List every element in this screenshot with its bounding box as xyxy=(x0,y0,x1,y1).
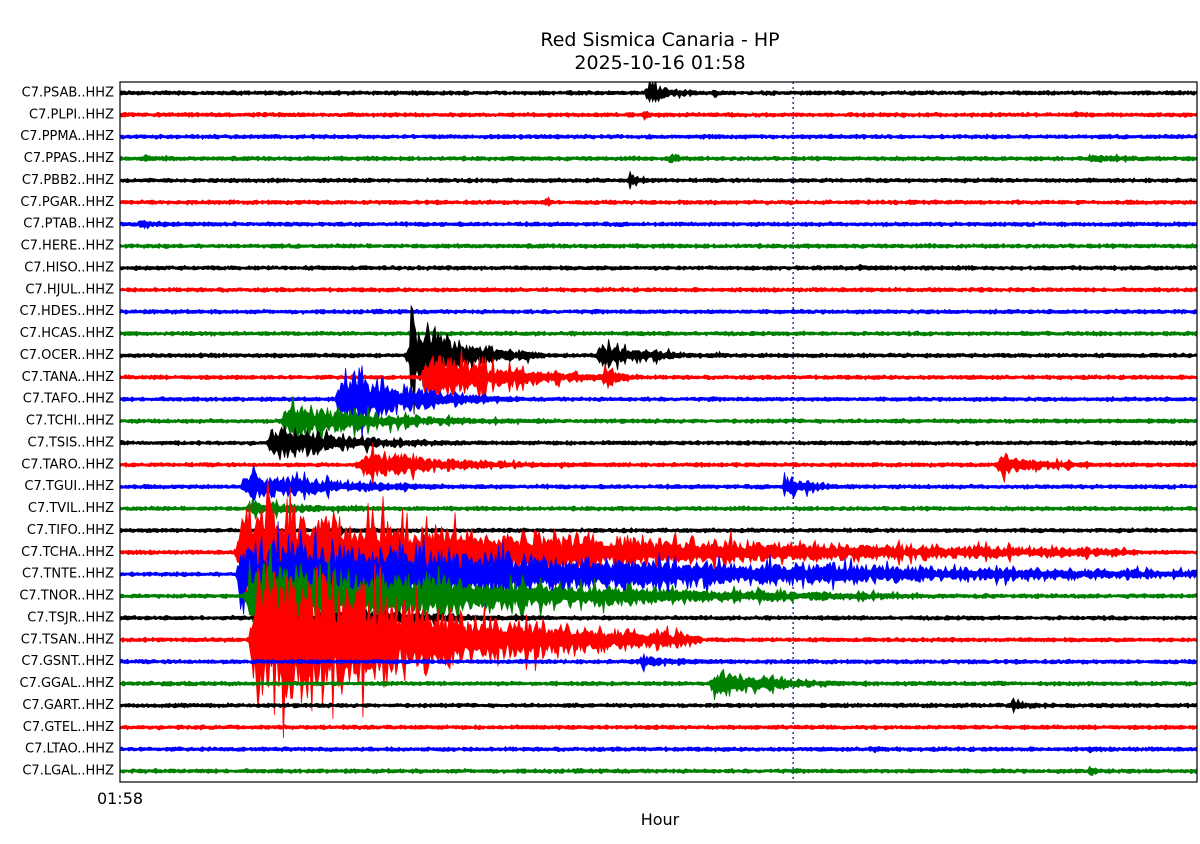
burst xyxy=(852,263,949,272)
burst xyxy=(537,196,572,207)
chart-subtitle: 2025-10-16 01:58 xyxy=(574,52,745,74)
trace xyxy=(120,155,1197,162)
burst xyxy=(132,219,230,230)
station-label: C7.TARO..HHZ xyxy=(21,457,114,472)
x-tick-label: 01:58 xyxy=(97,789,143,808)
burst xyxy=(776,472,874,500)
station-label: C7.TVIL..HHZ xyxy=(28,501,114,516)
trace xyxy=(120,330,1197,337)
burst xyxy=(1171,221,1197,228)
burst xyxy=(417,348,650,405)
burst xyxy=(622,170,674,190)
burst xyxy=(1002,697,1100,714)
station-label: C7.HCAS..HHZ xyxy=(20,326,114,341)
burst xyxy=(633,652,820,673)
station-label: C7.PSAB..HHZ xyxy=(22,85,114,100)
station-label: C7.TSJR..HHZ xyxy=(27,610,114,625)
burst xyxy=(1081,746,1134,754)
burst xyxy=(1182,440,1197,447)
burst xyxy=(316,525,549,537)
burst xyxy=(640,82,715,104)
trace xyxy=(120,133,1197,141)
station-label: C7.TNOR..HHZ xyxy=(19,589,114,604)
trace xyxy=(120,242,1197,250)
station-label: C7.GTEL..HHZ xyxy=(23,720,114,735)
station-label: C7.HJUL..HHZ xyxy=(25,282,114,297)
station-label: C7.TIFO..HHZ xyxy=(27,523,114,538)
station-label: C7.PGAR..HHZ xyxy=(20,195,114,210)
trace xyxy=(120,264,1197,272)
trace xyxy=(120,724,1197,731)
station-label: C7.GSNT..HHZ xyxy=(21,654,114,669)
trace xyxy=(120,308,1197,315)
trace xyxy=(120,745,1197,753)
station-label: C7.PTAB..HHZ xyxy=(23,217,114,232)
station-label: C7.HERE..HHZ xyxy=(21,239,115,254)
station-label: C7.TCHI..HHZ xyxy=(26,414,114,429)
trace xyxy=(120,680,1197,687)
burst xyxy=(1081,153,1197,164)
burst xyxy=(241,544,922,638)
station-label: C7.TNTE..HHZ xyxy=(22,567,114,582)
burst xyxy=(1081,765,1134,776)
station-label: C7.HISO..HHZ xyxy=(24,260,114,275)
station-label: C7.TSIS..HHZ xyxy=(28,435,115,450)
trace xyxy=(120,505,1197,512)
burst xyxy=(246,560,703,739)
station-label: C7.TCHA..HHZ xyxy=(21,545,114,560)
burst xyxy=(277,396,555,443)
station-label: C7.TAFO..HHZ xyxy=(23,392,114,407)
burst xyxy=(333,365,520,440)
burst xyxy=(263,426,496,461)
burst xyxy=(661,153,714,164)
station-label: C7.TSAN..HHZ xyxy=(21,632,114,647)
trace xyxy=(120,220,1197,228)
chart-title: Red Sismica Canaria - HP xyxy=(540,29,779,51)
plot-frame xyxy=(119,81,1198,783)
trace xyxy=(120,767,1197,775)
burst xyxy=(137,154,235,162)
burst xyxy=(597,364,649,390)
burst xyxy=(232,521,1197,633)
burst xyxy=(679,134,714,139)
station-label: C7.PPAS..HHZ xyxy=(24,151,114,166)
burst xyxy=(636,110,680,121)
burst xyxy=(706,89,736,98)
burst xyxy=(352,442,630,485)
burst xyxy=(241,498,474,521)
x-axis-label: Hour xyxy=(641,810,680,829)
station-label: C7.LGAL..HHZ xyxy=(22,764,114,779)
burst xyxy=(862,746,915,754)
burst xyxy=(1067,111,1165,118)
burst xyxy=(848,243,878,248)
trace xyxy=(120,374,1197,381)
station-label: C7.OCER..HHZ xyxy=(20,348,114,363)
station-label: C7.PLPI..HHZ xyxy=(29,107,114,122)
burst xyxy=(591,339,779,371)
trace xyxy=(120,395,1197,403)
station-label: C7.PBB2..HHZ xyxy=(22,173,114,188)
station-label: C7.LTAO..HHZ xyxy=(25,742,114,757)
traces xyxy=(120,82,1197,782)
station-label: C7.PPMA..HHZ xyxy=(20,129,114,144)
station-label: C7.TGUI..HHZ xyxy=(24,479,114,494)
station-label: C7.HDES..HHZ xyxy=(20,304,115,319)
burst xyxy=(992,452,1134,483)
station-label: C7.TANA..HHZ xyxy=(22,370,115,385)
trace xyxy=(120,702,1197,709)
burst xyxy=(238,464,515,503)
burst xyxy=(706,668,894,701)
trace xyxy=(120,199,1197,206)
trace xyxy=(120,286,1197,294)
station-label: C7.GART..HHZ xyxy=(22,698,114,713)
station-label: C7.GGAL..HHZ xyxy=(20,676,115,691)
